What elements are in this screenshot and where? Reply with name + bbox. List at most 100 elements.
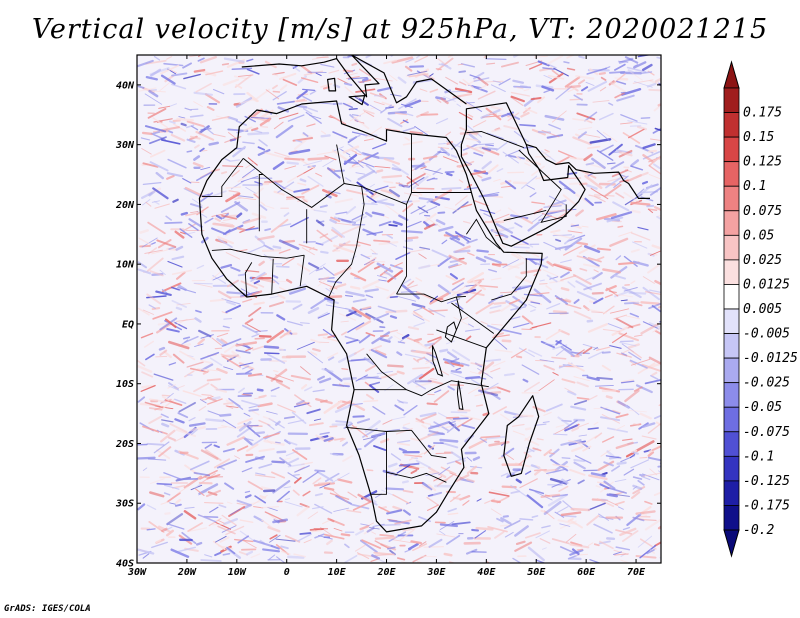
velocity-streak <box>475 526 494 531</box>
velocity-streak <box>155 355 168 358</box>
velocity-streak <box>302 132 309 137</box>
velocity-streak <box>347 322 365 333</box>
velocity-streak <box>608 290 617 294</box>
velocity-streak <box>505 300 522 310</box>
velocity-streak <box>317 311 329 318</box>
velocity-streak <box>277 404 296 413</box>
velocity-streak <box>308 263 326 275</box>
velocity-streak <box>601 364 611 372</box>
velocity-streak <box>491 323 503 326</box>
velocity-streak <box>600 449 611 457</box>
velocity-streak <box>293 553 307 558</box>
velocity-streak <box>592 271 603 280</box>
velocity-streak <box>559 546 575 554</box>
lat-tick-label: 20S <box>115 439 134 450</box>
velocity-streak <box>199 147 205 153</box>
velocity-streak <box>420 555 437 558</box>
velocity-streak <box>326 539 333 546</box>
velocity-streak <box>209 357 223 366</box>
velocity-streak <box>504 519 521 530</box>
velocity-streak <box>412 380 426 390</box>
velocity-streak <box>428 309 448 312</box>
velocity-streak <box>212 222 235 228</box>
velocity-streak <box>430 295 438 303</box>
velocity-streak <box>532 405 546 413</box>
velocity-streak <box>346 509 362 514</box>
velocity-streak <box>650 374 659 380</box>
velocity-streak <box>410 349 433 355</box>
velocity-streak <box>172 353 185 364</box>
velocity-streak <box>601 414 620 424</box>
velocity-streak <box>146 528 156 531</box>
velocity-streak <box>203 126 214 135</box>
velocity-streak <box>657 525 661 530</box>
velocity-streak <box>386 291 396 300</box>
velocity-streak <box>516 86 524 90</box>
velocity-streak <box>411 312 430 322</box>
velocity-streak <box>388 74 398 82</box>
velocity-streak <box>392 494 410 505</box>
velocity-streak <box>461 424 476 430</box>
velocity-streak <box>458 257 465 260</box>
velocity-streak <box>378 220 392 227</box>
velocity-streak <box>596 247 611 251</box>
velocity-streak <box>461 168 471 173</box>
velocity-streak <box>428 199 441 206</box>
velocity-streak <box>243 412 251 417</box>
velocity-streak <box>648 173 661 180</box>
velocity-streak <box>317 375 325 381</box>
velocity-streak <box>148 190 156 197</box>
velocity-streak <box>194 144 200 149</box>
velocity-streak <box>223 318 233 320</box>
velocity-streak <box>412 314 425 321</box>
velocity-streak <box>611 73 626 85</box>
velocity-streak <box>431 249 450 259</box>
velocity-streak <box>263 352 280 355</box>
velocity-streak <box>277 106 290 113</box>
velocity-streak <box>301 184 320 195</box>
velocity-streak <box>471 528 479 532</box>
velocity-streak <box>608 80 615 86</box>
velocity-streak <box>293 474 300 476</box>
velocity-streak <box>381 174 403 179</box>
velocity-streak <box>502 329 522 335</box>
velocity-streak <box>309 90 317 95</box>
velocity-streak <box>164 74 175 83</box>
velocity-streak <box>308 262 320 270</box>
velocity-streak <box>612 201 630 212</box>
velocity-streak <box>225 232 231 237</box>
velocity-streak <box>251 333 260 338</box>
velocity-streak <box>396 332 404 336</box>
velocity-streak <box>415 291 432 300</box>
velocity-streak <box>583 245 601 253</box>
velocity-streak <box>219 536 230 543</box>
velocity-streak <box>245 186 257 195</box>
velocity-streak <box>178 401 196 413</box>
velocity-streak <box>170 548 190 558</box>
velocity-streak <box>528 349 543 357</box>
velocity-streak <box>629 312 640 318</box>
velocity-streak <box>462 78 474 89</box>
velocity-streak <box>363 376 382 380</box>
velocity-streak <box>269 534 278 540</box>
velocity-streak <box>498 78 511 86</box>
velocity-streak <box>597 460 615 472</box>
velocity-streak <box>650 138 661 141</box>
velocity-streak <box>236 212 243 218</box>
velocity-streak <box>554 156 570 166</box>
velocity-streak <box>553 263 572 270</box>
velocity-streak <box>452 496 463 501</box>
velocity-streak <box>436 533 456 538</box>
velocity-streak <box>143 340 155 348</box>
velocity-streak <box>632 241 648 249</box>
velocity-streak <box>525 532 541 539</box>
velocity-streak <box>247 480 263 491</box>
velocity-streak <box>152 187 169 200</box>
velocity-streak <box>510 348 527 359</box>
velocity-streak <box>503 372 515 377</box>
velocity-streak <box>149 491 165 498</box>
velocity-streak <box>161 395 170 401</box>
velocity-streak <box>139 229 149 234</box>
velocity-streak <box>642 153 654 163</box>
velocity-streak <box>619 527 637 537</box>
